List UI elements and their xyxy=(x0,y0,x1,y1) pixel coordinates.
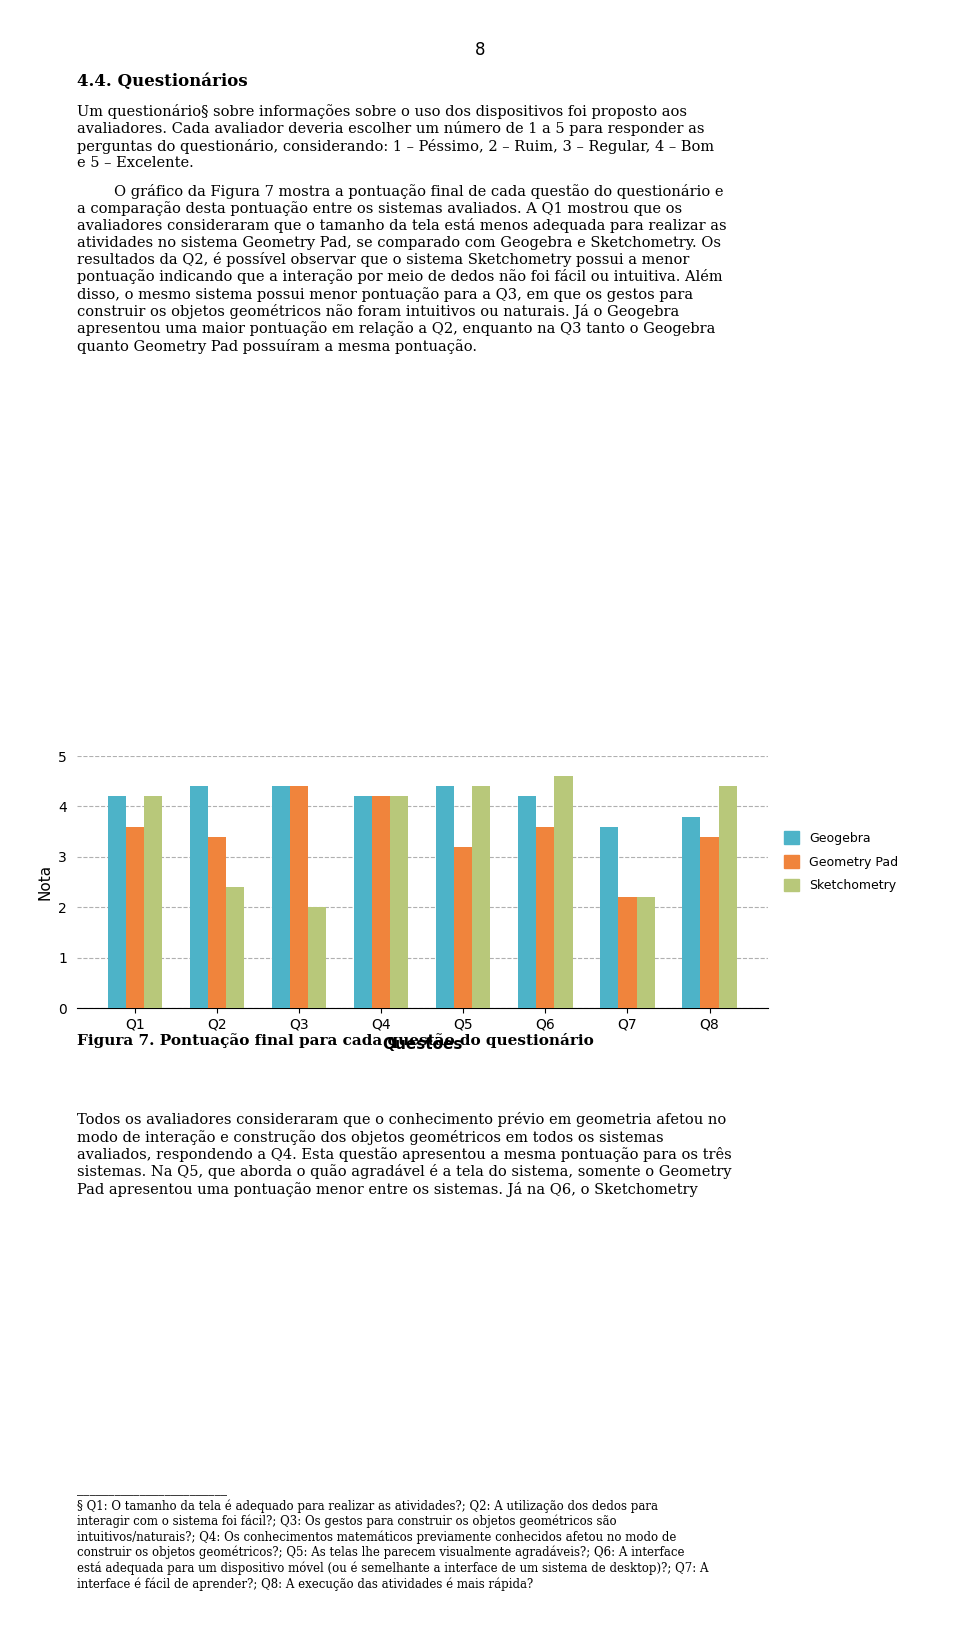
Bar xyxy=(683,816,701,1008)
Bar xyxy=(472,787,491,1008)
Bar xyxy=(127,826,144,1008)
Bar xyxy=(518,797,537,1008)
Legend: Geogebra, Geometry Pad, Sketchometry: Geogebra, Geometry Pad, Sketchometry xyxy=(784,831,898,893)
Y-axis label: Nota: Nota xyxy=(37,863,53,901)
Bar xyxy=(190,787,208,1008)
Bar xyxy=(454,847,472,1008)
Bar xyxy=(227,888,245,1008)
Bar xyxy=(701,837,718,1008)
Bar xyxy=(308,907,326,1008)
Bar xyxy=(208,837,227,1008)
Bar xyxy=(636,898,655,1008)
Bar xyxy=(437,787,454,1008)
Text: Figura 7. Pontuação final para cada questão do questionário: Figura 7. Pontuação final para cada ques… xyxy=(77,1033,593,1047)
X-axis label: Questões: Questões xyxy=(382,1037,463,1052)
Bar xyxy=(618,898,636,1008)
Bar xyxy=(144,797,162,1008)
Bar xyxy=(273,787,290,1008)
Bar xyxy=(555,776,572,1008)
Text: § Q1: O tamanho da tela é adequado para realizar as atividades?; Q2: A utilizaçã: § Q1: O tamanho da tela é adequado para … xyxy=(77,1499,708,1590)
Bar xyxy=(537,826,555,1008)
Text: 4.4. Questionários: 4.4. Questionários xyxy=(77,73,248,89)
Bar xyxy=(391,797,408,1008)
Text: O gráfico da Figura 7 mostra a pontuação final de cada questão do questionário e: O gráfico da Figura 7 mostra a pontuação… xyxy=(77,184,727,354)
Bar xyxy=(290,787,308,1008)
Bar xyxy=(600,826,618,1008)
Bar xyxy=(718,787,736,1008)
Text: Todos os avaliadores consideraram que o conhecimento prévio em geometria afetou : Todos os avaliadores consideraram que o … xyxy=(77,1112,732,1197)
Bar xyxy=(354,797,372,1008)
Text: 8: 8 xyxy=(475,41,485,59)
Bar xyxy=(108,797,127,1008)
Text: Um questionário§ sobre informações sobre o uso dos dispositivos foi proposto aos: Um questionário§ sobre informações sobre… xyxy=(77,104,714,171)
Bar xyxy=(372,797,391,1008)
Text: ________________________: ________________________ xyxy=(77,1483,227,1496)
